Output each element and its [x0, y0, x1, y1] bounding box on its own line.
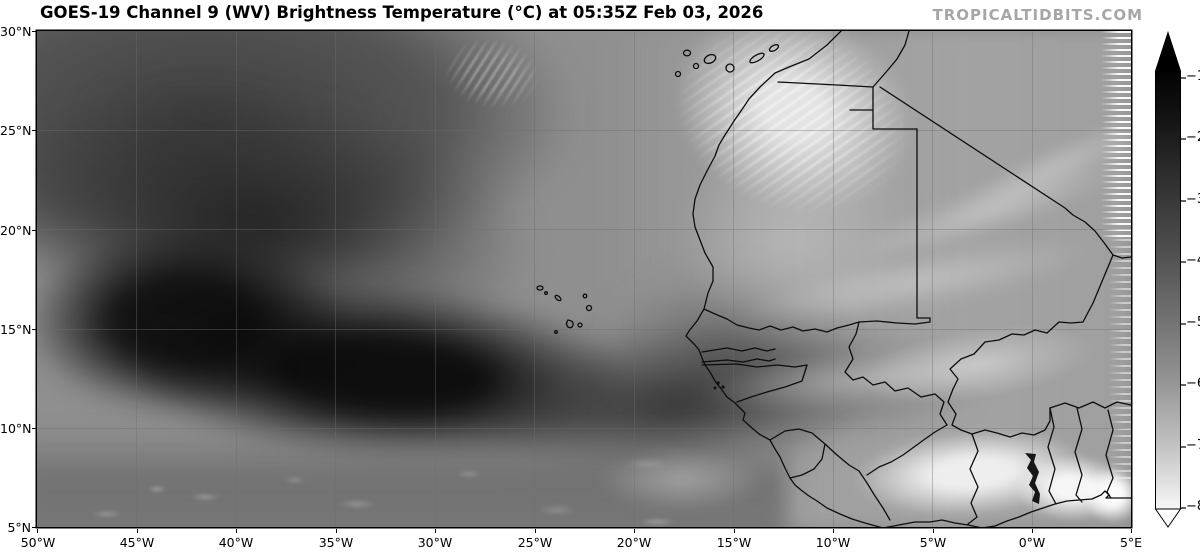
- border-benin-nigeria: [1105, 409, 1114, 499]
- y-tick: [32, 527, 36, 528]
- x-tick-label: 25°W: [517, 535, 553, 550]
- y-tick: [32, 329, 36, 330]
- x-tick: [634, 529, 635, 533]
- border-morocco-algeria: [872, 31, 910, 88]
- x-tick: [833, 529, 834, 533]
- y-tick: [32, 130, 36, 131]
- border-senegal-mauritania: [703, 308, 860, 333]
- x-tick: [137, 529, 138, 533]
- border-togo-benin: [1074, 407, 1083, 503]
- y-tick-label: 25°N: [0, 123, 32, 138]
- canary-islands: [674, 44, 780, 78]
- colorbar-arrow-down: [1154, 508, 1182, 528]
- x-tick-label: 50°W: [20, 535, 56, 550]
- x-tick-label: 5°E: [1119, 535, 1143, 550]
- y-tick: [32, 428, 36, 429]
- grid-line: [37, 229, 1131, 230]
- colorbar-tick-label: −20: [1186, 130, 1200, 145]
- x-tick-label: 30°W: [417, 535, 453, 550]
- x-tick-label: 15°W: [716, 535, 752, 550]
- lake-volta: [1025, 453, 1040, 504]
- colorbar-scale: [1154, 31, 1186, 528]
- border-mali-burkina: [949, 329, 1036, 390]
- grid-line: [136, 31, 137, 527]
- x-tick-label: 5°W: [919, 535, 947, 550]
- temperature-colorbar: [1154, 31, 1189, 532]
- x-tick-label: 20°W: [616, 535, 652, 550]
- border-burkina-ghana: [947, 388, 1051, 438]
- satellite-map: [37, 31, 1131, 527]
- colorbar-tick-label: −70: [1186, 438, 1200, 453]
- x-tick: [37, 529, 38, 533]
- coastline: [685, 31, 1131, 527]
- bissau-islands: [713, 381, 725, 390]
- x-tick: [734, 529, 735, 533]
- cape-verde-islands: [536, 285, 593, 334]
- y-tick: [32, 31, 36, 32]
- colorbar-tick-label: −40: [1186, 253, 1200, 268]
- colorbar-ticks: [1181, 77, 1186, 509]
- border-senegal-mali-guinea: [844, 321, 948, 426]
- y-tick-label: 20°N: [0, 223, 32, 238]
- x-tick-label: 40°W: [218, 535, 254, 550]
- border-ivorycoast-ghana: [967, 433, 979, 525]
- border-gambia: [701, 347, 776, 363]
- border-liberia: [824, 443, 891, 521]
- border-morocco-wsahara: [777, 81, 918, 130]
- image-title: GOES-19 Channel 9 (WV) Brightness Temper…: [40, 3, 764, 22]
- colorbar-tick-label: −30: [1186, 192, 1200, 207]
- colorbar-tick-label: −80: [1186, 499, 1200, 514]
- border-algeria-niger: [1112, 254, 1131, 259]
- right-edge-cloud-feather: [1109, 239, 1131, 484]
- grid-line: [634, 31, 635, 527]
- grid-line: [833, 31, 834, 527]
- grid-line: [435, 31, 436, 527]
- grid-line: [1032, 31, 1033, 527]
- x-tick-label: 0°W: [1018, 535, 1046, 550]
- colorbar-tick-label: −50: [1186, 315, 1200, 330]
- grid-line: [335, 31, 336, 527]
- watermark: TROPICALTIDBITS.COM: [932, 6, 1143, 24]
- grid-line: [37, 130, 1131, 131]
- gulf-cloud-patch: [597, 449, 767, 511]
- border-ghana-togo: [1047, 407, 1057, 505]
- x-tick: [535, 529, 536, 533]
- border-guinea-ivorycoast: [866, 424, 948, 476]
- grid-line: [932, 31, 933, 527]
- y-tick-label: 10°N: [0, 421, 32, 436]
- y-tick-label: 15°N: [0, 322, 32, 337]
- border-guineabissau: [701, 363, 808, 403]
- x-tick-label: 10°W: [815, 535, 851, 550]
- x-tick-label: 45°W: [119, 535, 155, 550]
- grid-line: [37, 428, 1131, 429]
- grid-line: [733, 31, 734, 527]
- y-tick-label: 30°N: [0, 24, 32, 39]
- border-algeria-mali: [879, 86, 1114, 256]
- x-tick-label: 35°W: [318, 535, 354, 550]
- x-tick: [933, 529, 934, 533]
- colorbar-tick-label: −60: [1186, 376, 1200, 391]
- y-tick-label: 5°N: [7, 520, 31, 535]
- colorbar-arrow-up: [1155, 31, 1181, 71]
- border-mali-niger: [1034, 254, 1114, 334]
- y-tick: [32, 230, 36, 231]
- colorbar-gradient: [1155, 70, 1181, 510]
- border-mauritania-mali: [858, 128, 931, 325]
- x-tick: [1032, 529, 1033, 533]
- x-tick: [236, 529, 237, 533]
- x-tick: [336, 529, 337, 533]
- grid-line: [236, 31, 237, 527]
- border-niger-benin: [1049, 401, 1131, 409]
- x-tick: [1131, 529, 1132, 533]
- right-edge-cloud-feather: [1101, 31, 1131, 239]
- grid-line: [534, 31, 535, 527]
- colorbar-tick-label: −10: [1186, 69, 1200, 84]
- grid-line: [37, 329, 1131, 330]
- x-tick: [435, 529, 436, 533]
- country-borders-svg: [536, 31, 1131, 527]
